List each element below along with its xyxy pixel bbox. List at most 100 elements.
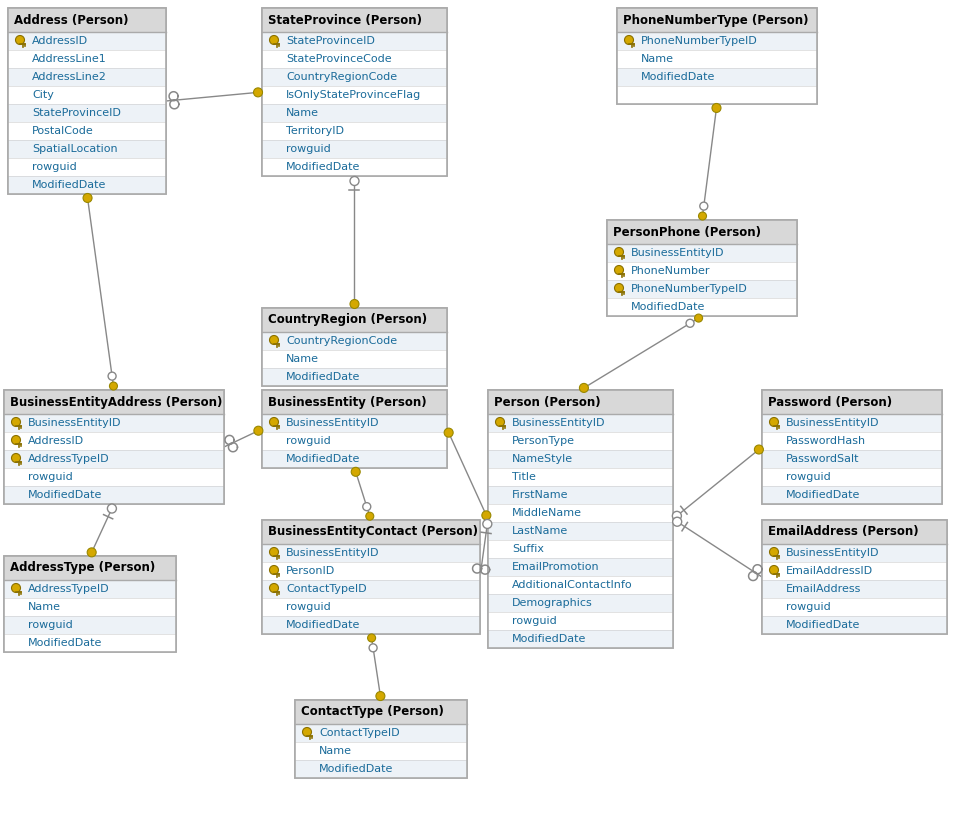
Text: EmailAddress: EmailAddress bbox=[785, 584, 861, 594]
Text: AdditionalContactInfo: AdditionalContactInfo bbox=[512, 580, 632, 590]
Text: ModifiedDate: ModifiedDate bbox=[318, 764, 393, 774]
Bar bbox=[8, 122, 166, 140]
Bar bbox=[294, 724, 467, 742]
Text: PersonID: PersonID bbox=[286, 566, 335, 576]
Bar bbox=[294, 760, 467, 778]
Circle shape bbox=[375, 691, 384, 701]
Bar bbox=[761, 598, 946, 616]
Text: Name: Name bbox=[640, 54, 673, 64]
Bar bbox=[617, 86, 816, 104]
Circle shape bbox=[15, 36, 25, 44]
Bar bbox=[617, 68, 816, 86]
Text: rowguid: rowguid bbox=[286, 144, 331, 154]
Text: Address (Person): Address (Person) bbox=[14, 13, 129, 27]
Circle shape bbox=[711, 103, 720, 113]
Circle shape bbox=[614, 265, 623, 274]
Text: AddressID: AddressID bbox=[28, 436, 84, 446]
Circle shape bbox=[108, 372, 116, 380]
Bar bbox=[262, 390, 447, 414]
Text: CountryRegionCode: CountryRegionCode bbox=[286, 336, 396, 346]
Bar bbox=[606, 220, 796, 316]
Circle shape bbox=[700, 202, 707, 210]
Bar bbox=[606, 280, 796, 298]
Bar bbox=[4, 390, 224, 504]
Bar bbox=[8, 176, 166, 194]
Bar bbox=[262, 158, 447, 176]
Circle shape bbox=[269, 565, 278, 575]
Text: rowguid: rowguid bbox=[28, 620, 72, 630]
Bar bbox=[4, 556, 175, 652]
Text: BusinessEntityID: BusinessEntityID bbox=[785, 418, 879, 428]
Text: Name: Name bbox=[286, 354, 318, 364]
Bar bbox=[8, 50, 166, 68]
Bar bbox=[262, 390, 447, 468]
Text: BusinessEntityID: BusinessEntityID bbox=[286, 418, 379, 428]
Text: ContactType (Person): ContactType (Person) bbox=[301, 706, 443, 719]
Bar bbox=[761, 562, 946, 580]
Bar bbox=[262, 432, 447, 450]
Bar bbox=[488, 468, 672, 486]
Circle shape bbox=[694, 314, 701, 322]
Bar bbox=[4, 414, 224, 432]
Text: MiddleName: MiddleName bbox=[512, 508, 581, 518]
Text: AddressType (Person): AddressType (Person) bbox=[10, 561, 155, 575]
Bar bbox=[294, 700, 467, 724]
Bar bbox=[617, 8, 816, 32]
Text: CountryRegion (Person): CountryRegion (Person) bbox=[268, 314, 427, 326]
Text: BusinessEntityID: BusinessEntityID bbox=[785, 548, 879, 558]
Text: Demographics: Demographics bbox=[512, 598, 592, 608]
Bar bbox=[488, 390, 672, 648]
Bar bbox=[488, 450, 672, 468]
Circle shape bbox=[769, 418, 778, 426]
Text: NameStyle: NameStyle bbox=[512, 454, 573, 464]
Text: ModifiedDate: ModifiedDate bbox=[640, 72, 715, 82]
Bar bbox=[761, 580, 946, 598]
Text: EmailAddressID: EmailAddressID bbox=[785, 566, 872, 576]
Text: City: City bbox=[32, 90, 53, 100]
Bar bbox=[761, 616, 946, 634]
Text: ModifiedDate: ModifiedDate bbox=[512, 634, 586, 644]
Text: StateProvinceCode: StateProvinceCode bbox=[286, 54, 392, 64]
Bar bbox=[488, 612, 672, 630]
Text: PhoneNumberType (Person): PhoneNumberType (Person) bbox=[622, 13, 807, 27]
Text: rowguid: rowguid bbox=[512, 616, 557, 626]
Bar bbox=[262, 598, 479, 616]
Bar bbox=[262, 520, 479, 544]
Text: rowguid: rowguid bbox=[286, 436, 331, 446]
Bar bbox=[262, 580, 479, 598]
Bar bbox=[4, 390, 224, 414]
Text: EmailAddress (Person): EmailAddress (Person) bbox=[767, 525, 918, 539]
Circle shape bbox=[698, 212, 706, 220]
Bar bbox=[761, 468, 941, 486]
Bar bbox=[8, 32, 166, 50]
Bar bbox=[8, 104, 166, 122]
Text: BusinessEntityAddress (Person): BusinessEntityAddress (Person) bbox=[10, 395, 222, 409]
Bar bbox=[8, 140, 166, 158]
Bar bbox=[262, 8, 447, 176]
Circle shape bbox=[108, 504, 116, 513]
Text: BusinessEntity (Person): BusinessEntity (Person) bbox=[268, 395, 426, 409]
Circle shape bbox=[269, 547, 278, 556]
Text: Name: Name bbox=[286, 108, 318, 118]
Circle shape bbox=[624, 36, 633, 44]
Bar bbox=[262, 104, 447, 122]
Circle shape bbox=[350, 177, 358, 185]
Bar bbox=[262, 308, 447, 386]
Bar bbox=[488, 540, 672, 558]
Bar bbox=[761, 390, 941, 414]
Bar bbox=[262, 122, 447, 140]
Text: Title: Title bbox=[512, 472, 536, 482]
Bar bbox=[4, 634, 175, 652]
Text: rowguid: rowguid bbox=[28, 472, 72, 482]
Circle shape bbox=[367, 634, 375, 642]
Bar bbox=[262, 562, 479, 580]
Text: ModifiedDate: ModifiedDate bbox=[286, 372, 360, 382]
Bar bbox=[617, 8, 816, 104]
Circle shape bbox=[83, 193, 91, 203]
Bar bbox=[617, 32, 816, 50]
Bar bbox=[262, 616, 479, 634]
Circle shape bbox=[362, 503, 371, 510]
Circle shape bbox=[302, 727, 312, 736]
Bar bbox=[761, 486, 941, 504]
Bar bbox=[4, 598, 175, 616]
